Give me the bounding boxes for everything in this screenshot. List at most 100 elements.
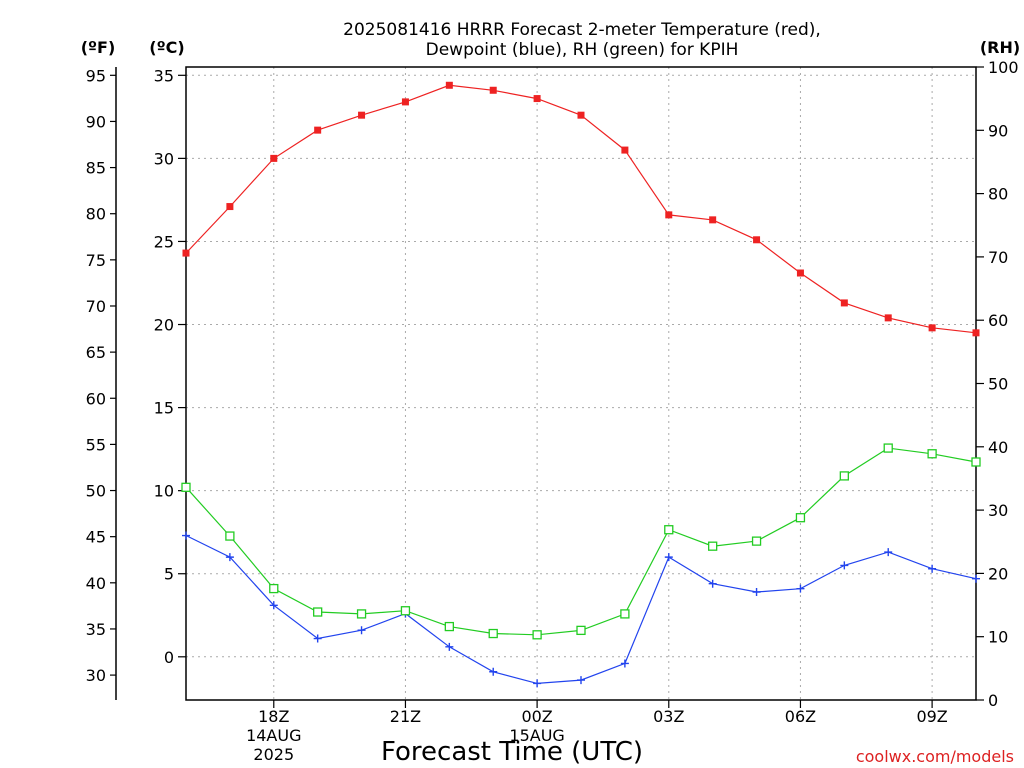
- chart-text: 2025081416 HRRR Forecast 2-meter Tempera…: [81, 20, 1020, 767]
- x-tick-label: 03Z: [653, 707, 684, 726]
- celsius-tick-label: 30: [154, 149, 174, 168]
- data-point-marker: [708, 541, 718, 551]
- data-point-marker: [270, 154, 278, 162]
- data-point-marker: [928, 324, 936, 332]
- data-point-marker: [444, 621, 454, 632]
- fahrenheit-tick-label: 60: [86, 389, 106, 408]
- data-point-marker: [269, 601, 278, 610]
- axes: [110, 66, 984, 708]
- data-point-marker: [488, 628, 498, 639]
- x-tick-label: 00Z: [521, 707, 552, 726]
- rh-tick-label: 40: [988, 438, 1008, 457]
- data-point-marker: [753, 236, 761, 244]
- celsius-tick-label: 5: [164, 565, 174, 584]
- x-axis-label: Forecast Time (UTC): [381, 737, 643, 767]
- celsius-tick-label: 15: [154, 399, 174, 418]
- fahrenheit-tick-label: 35: [86, 620, 106, 639]
- credit-link[interactable]: coolwx.com/models: [856, 747, 1014, 766]
- data-point-marker: [401, 98, 409, 106]
- chart-subtitle: Dewpoint (blue), RH (green) for KPIH: [426, 40, 739, 60]
- rh-tick-label: 100: [988, 58, 1019, 77]
- data-point-marker: [356, 609, 367, 619]
- series-line: [185, 447, 977, 636]
- data-point-marker: [971, 457, 981, 467]
- data-point-marker: [400, 606, 411, 616]
- data-series: [181, 81, 981, 688]
- series-line: [185, 534, 977, 685]
- rh-tick-label: 30: [988, 501, 1008, 520]
- data-point-marker: [708, 579, 717, 588]
- data-point-marker: [445, 642, 454, 651]
- series-0: [182, 81, 980, 337]
- fahrenheit-tick-label: 80: [86, 205, 106, 224]
- data-point-marker: [709, 216, 717, 224]
- data-point-marker: [576, 625, 586, 636]
- data-point-marker: [489, 86, 497, 94]
- data-point-marker: [620, 609, 630, 619]
- series-1: [182, 531, 980, 688]
- data-point-marker: [577, 676, 585, 685]
- x-tick-label: 14AUG: [246, 726, 301, 745]
- celsius-tick-label: 25: [154, 232, 174, 251]
- data-point-marker: [532, 630, 542, 640]
- data-point-marker: [445, 81, 453, 89]
- data-point-marker: [313, 634, 322, 643]
- fahrenheit-tick-label: 90: [86, 112, 106, 131]
- data-point-marker: [884, 314, 892, 322]
- credit-text: coolwx.com/models: [856, 747, 1014, 766]
- data-point-marker: [928, 564, 937, 573]
- rh-tick-label: 0: [988, 691, 998, 710]
- data-point-marker: [840, 561, 849, 570]
- data-point-marker: [796, 269, 804, 277]
- tick-labels: 0510152025303530354045505560657075808590…: [86, 58, 1019, 764]
- data-point-marker: [533, 95, 541, 103]
- fahrenheit-tick-label: 70: [86, 297, 106, 316]
- data-point-marker: [795, 513, 806, 523]
- chart-title: 2025081416 HRRR Forecast 2-meter Tempera…: [343, 20, 821, 40]
- rh-tick-label: 90: [988, 121, 1008, 140]
- series-2: [181, 443, 981, 640]
- rh-tick-label: 80: [988, 185, 1008, 204]
- celsius-axis-units: (ºC): [149, 38, 184, 57]
- data-point-marker: [225, 553, 234, 562]
- data-point-marker: [751, 536, 762, 546]
- celsius-tick-label: 20: [154, 316, 174, 335]
- x-tick-label: 21Z: [390, 707, 421, 726]
- data-point-marker: [839, 471, 849, 481]
- fahrenheit-tick-label: 45: [86, 528, 106, 547]
- data-point-marker: [314, 126, 322, 134]
- series-line: [185, 84, 977, 334]
- fahrenheit-tick-label: 65: [86, 343, 106, 362]
- celsius-tick-label: 0: [164, 648, 174, 667]
- data-point-marker: [752, 588, 761, 597]
- data-point-marker: [313, 607, 323, 617]
- data-point-marker: [665, 211, 673, 219]
- data-point-marker: [225, 531, 235, 541]
- data-point-marker: [489, 667, 498, 676]
- rh-tick-label: 20: [988, 564, 1008, 583]
- data-point-marker: [269, 583, 279, 594]
- rh-tick-label: 60: [988, 311, 1008, 330]
- fahrenheit-tick-label: 55: [86, 435, 106, 454]
- data-point-marker: [972, 574, 980, 583]
- celsius-tick-label: 35: [154, 66, 174, 85]
- rh-tick-label: 70: [988, 248, 1008, 267]
- fahrenheit-tick-label: 40: [86, 574, 106, 593]
- rh-tick-label: 10: [988, 628, 1008, 647]
- fahrenheit-axis-units: (ºF): [81, 38, 116, 57]
- data-point-marker: [577, 111, 585, 119]
- data-point-marker: [884, 548, 893, 557]
- data-point-marker: [883, 443, 893, 453]
- data-point-marker: [358, 111, 366, 119]
- fahrenheit-tick-label: 75: [86, 251, 106, 270]
- data-point-marker: [664, 553, 673, 562]
- data-point-marker: [840, 299, 848, 307]
- celsius-tick-label: 10: [154, 482, 174, 501]
- data-point-marker: [620, 659, 629, 668]
- data-point-marker: [796, 584, 805, 593]
- data-point-marker: [182, 531, 190, 540]
- x-tick-label: 15AUG: [509, 726, 564, 745]
- x-tick-label: 09Z: [916, 707, 947, 726]
- data-point-marker: [621, 146, 629, 154]
